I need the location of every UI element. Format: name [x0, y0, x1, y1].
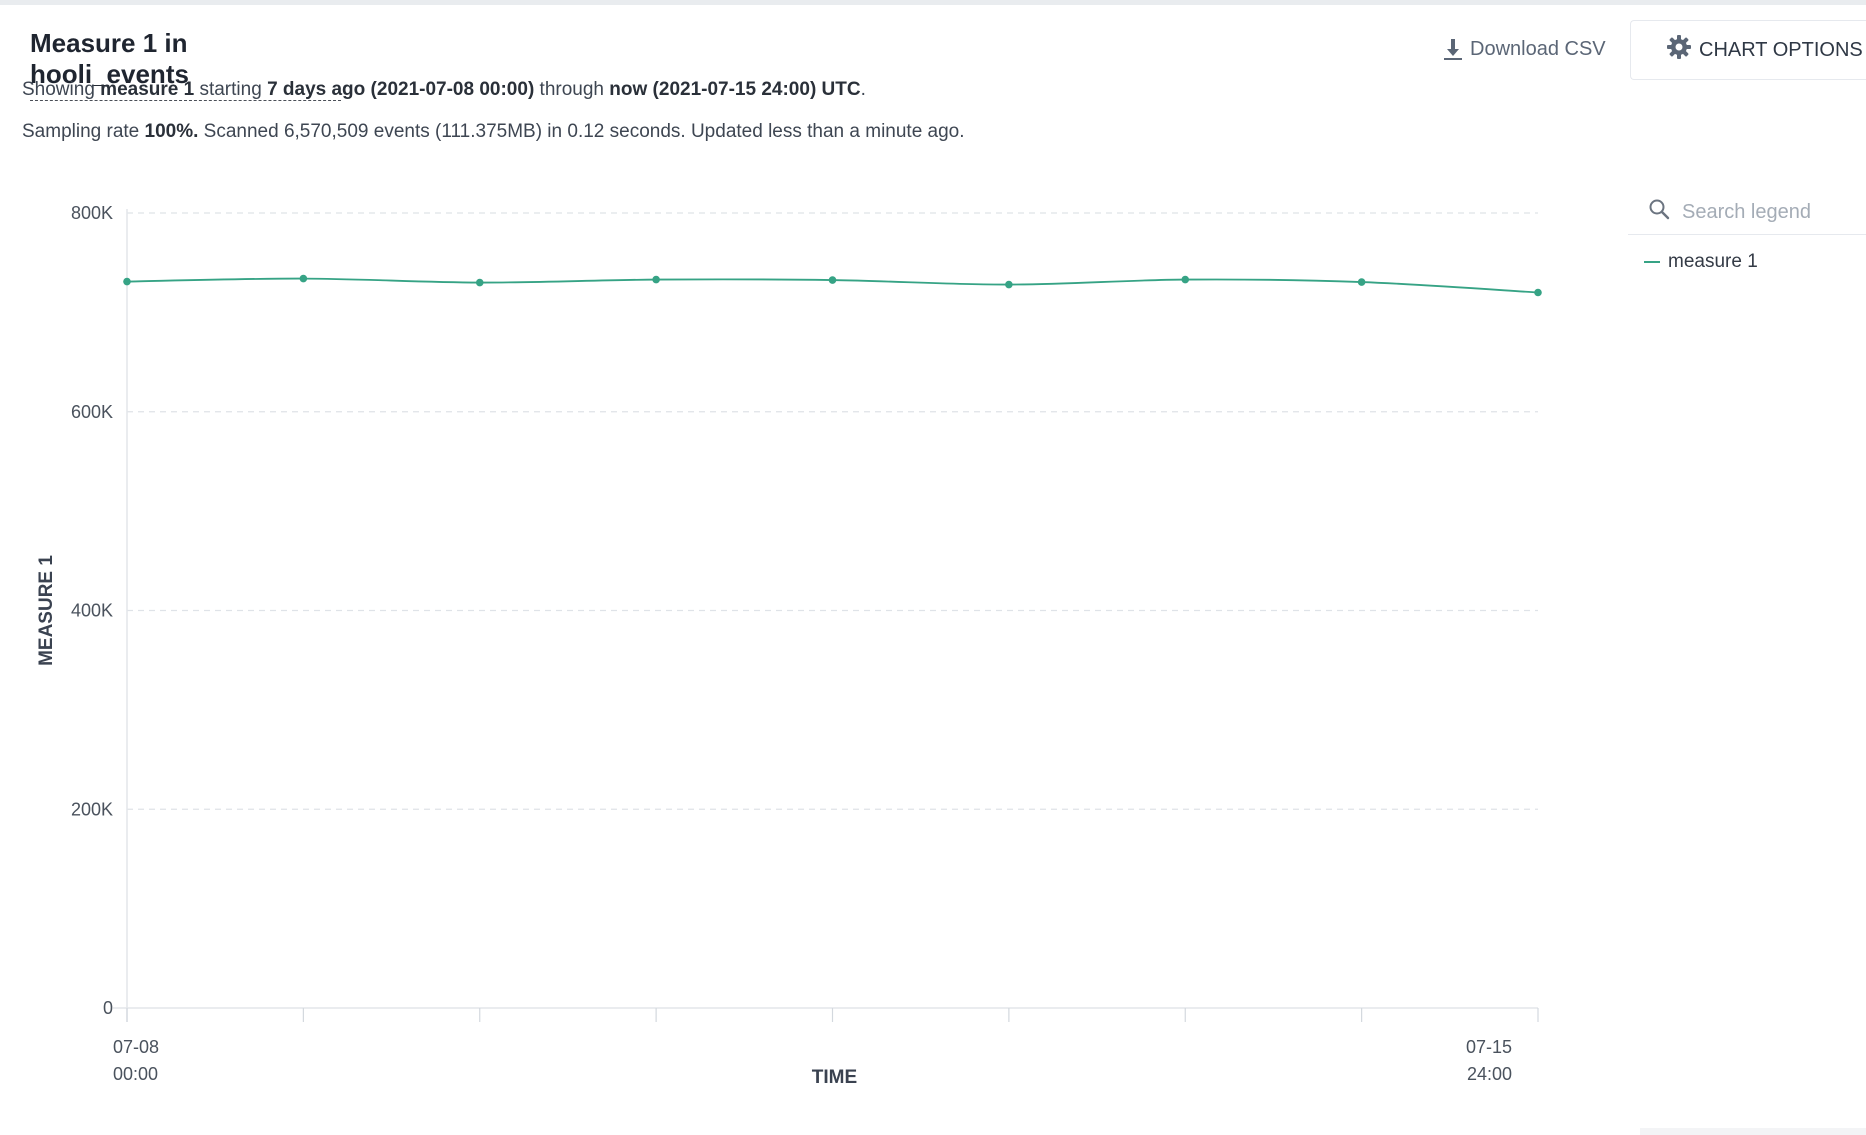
chart-options-label: CHART OPTIONS: [1699, 38, 1863, 61]
download-icon: [1444, 38, 1462, 61]
x-tick-label: 24:00: [1467, 1064, 1512, 1084]
legend-item-label: measure 1: [1668, 251, 1758, 272]
download-csv-label: Download CSV: [1470, 38, 1606, 60]
data-point: [475, 278, 484, 287]
y-tick-label: 800K: [71, 203, 113, 223]
bottom-divider: [1640, 1128, 1866, 1135]
query-summary: Showing measure 1 starting 7 days ago (2…: [22, 79, 866, 101]
stats-text: Scanned 6,570,509 events (111.375MB) in …: [198, 121, 965, 142]
summary-text: through: [534, 79, 610, 100]
x-tick-label: 00:00: [113, 1064, 158, 1084]
summary-end: now (2021-07-15 24:00) UTC: [609, 79, 861, 100]
y-axis-title: MEASURE 1: [36, 555, 57, 666]
summary-text: starting: [194, 79, 268, 100]
x-tick-label: 07-08: [113, 1037, 159, 1057]
data-point: [299, 274, 308, 283]
x-tick-label: 07-15: [1466, 1037, 1512, 1057]
y-tick-label: 600K: [71, 402, 113, 422]
data-point: [828, 276, 837, 284]
download-csv-button[interactable]: Download CSV: [1444, 38, 1606, 61]
data-point: [1181, 275, 1190, 284]
x-axis-title: TIME: [812, 1067, 857, 1088]
stats-text: Sampling rate: [22, 121, 145, 142]
y-tick-label: 0: [103, 998, 113, 1018]
summary-text: .: [860, 79, 866, 100]
data-point: [652, 275, 660, 284]
gear-icon: [1667, 35, 1691, 65]
legend-panel: measure 1: [1628, 190, 1866, 273]
data-point: [1357, 278, 1366, 286]
y-tick-label: 400K: [71, 601, 113, 621]
summary-measure: measure 1: [100, 79, 195, 100]
legend-search: [1628, 190, 1866, 235]
sampling-rate: 100%.: [144, 121, 199, 142]
data-point: [1005, 280, 1013, 289]
legend-item-measure-1[interactable]: measure 1: [1628, 251, 1866, 273]
summary-start: 7 days ago (2021-07-08 00:00): [267, 79, 535, 100]
search-icon: [1648, 198, 1670, 226]
legend-swatch: [1644, 261, 1660, 263]
top-divider: [0, 0, 1866, 5]
legend-search-input[interactable]: [1680, 199, 1864, 225]
data-point: [123, 277, 131, 286]
chart-options-button[interactable]: CHART OPTIONS: [1630, 20, 1866, 80]
page-title: Measure 1 in hooli_events: [30, 28, 341, 101]
scan-stats: Sampling rate 100%. Scanned 6,570,509 ev…: [22, 121, 965, 143]
data-point: [1534, 288, 1542, 297]
y-tick-label: 200K: [71, 799, 113, 819]
summary-text: Showing: [22, 79, 101, 100]
line-chart: 0 200K 400K 600K 800K 07-08 00:00 07-15 24:00 TIM…: [36, 203, 1542, 1088]
